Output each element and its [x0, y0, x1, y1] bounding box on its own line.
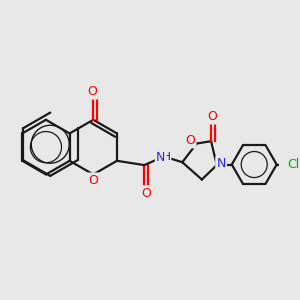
Text: O: O: [185, 134, 195, 147]
Text: N: N: [156, 151, 165, 164]
Text: O: O: [141, 187, 151, 200]
Text: O: O: [208, 110, 218, 123]
Text: O: O: [88, 174, 98, 187]
Text: O: O: [87, 85, 97, 98]
Text: N: N: [217, 157, 226, 170]
Text: H: H: [163, 152, 170, 162]
Text: Cl: Cl: [287, 158, 299, 171]
